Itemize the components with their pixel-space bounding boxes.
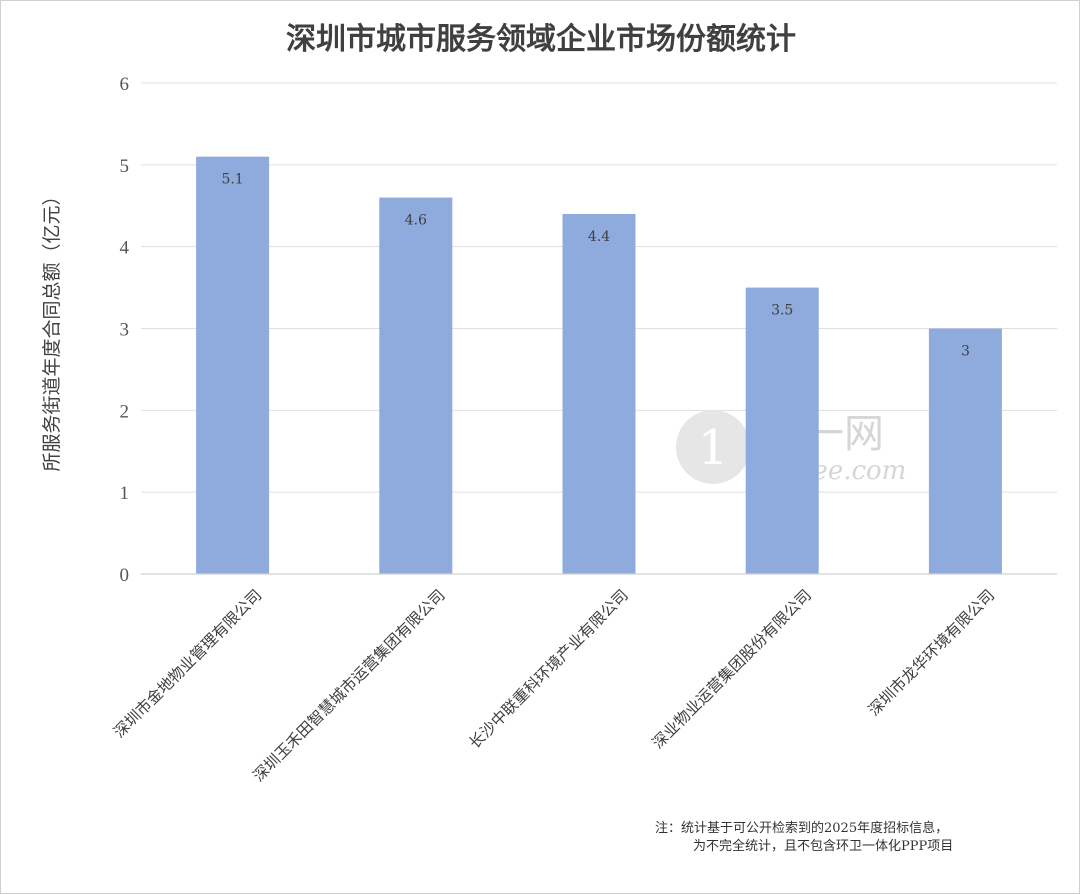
x-tick-label: 深圳玉禾田智慧城市运营集团有限公司 <box>250 586 449 785</box>
y-tick-label: 4 <box>120 238 130 259</box>
data-label: 3 <box>961 344 970 360</box>
footnote-line-2: 为不完全统计，且不包含环卫一体化PPP项目 <box>693 838 953 854</box>
y-tick-label: 0 <box>120 565 130 586</box>
data-labels: 5.1 4.6 4.4 3.5 3 <box>221 172 969 360</box>
x-tick-label: 深圳市龙华环境有限公司 <box>864 585 998 719</box>
y-tick-label: 3 <box>120 320 130 341</box>
y-tick-label: 6 <box>120 74 130 95</box>
y-tick-label: 2 <box>120 401 130 422</box>
data-label: 5.1 <box>221 172 243 188</box>
data-label: 4.4 <box>588 229 610 245</box>
watermark-glyph: 1 <box>698 420 729 476</box>
chart-title: 深圳市城市服务领域企业市场份额统计 <box>286 22 796 57</box>
x-tick-label: 深业物业运营集团股份有限公司 <box>649 586 815 752</box>
x-tick-label: 长沙中联重科环境产业有限公司 <box>465 585 632 752</box>
y-tick-label: 5 <box>120 156 130 177</box>
bar <box>379 197 453 575</box>
bar <box>562 213 636 574</box>
y-axis-ticks: 0 1 2 3 4 5 6 <box>120 74 130 586</box>
y-tick-label: 1 <box>120 483 130 504</box>
x-tick-label: 深圳市金地物业管理有限公司 <box>110 586 265 741</box>
bar <box>928 328 1002 574</box>
watermark-circle <box>676 410 750 484</box>
data-label: 3.5 <box>771 303 793 319</box>
y-axis-label: 所服务街道年度合同总额（亿元） <box>41 186 63 471</box>
bar <box>196 156 270 574</box>
bar <box>745 287 819 574</box>
footnote-line-1: 注：统计基于可公开检索到的2025年度招标信息， <box>655 820 948 836</box>
data-label: 4.6 <box>405 213 427 229</box>
bars <box>196 156 1002 575</box>
